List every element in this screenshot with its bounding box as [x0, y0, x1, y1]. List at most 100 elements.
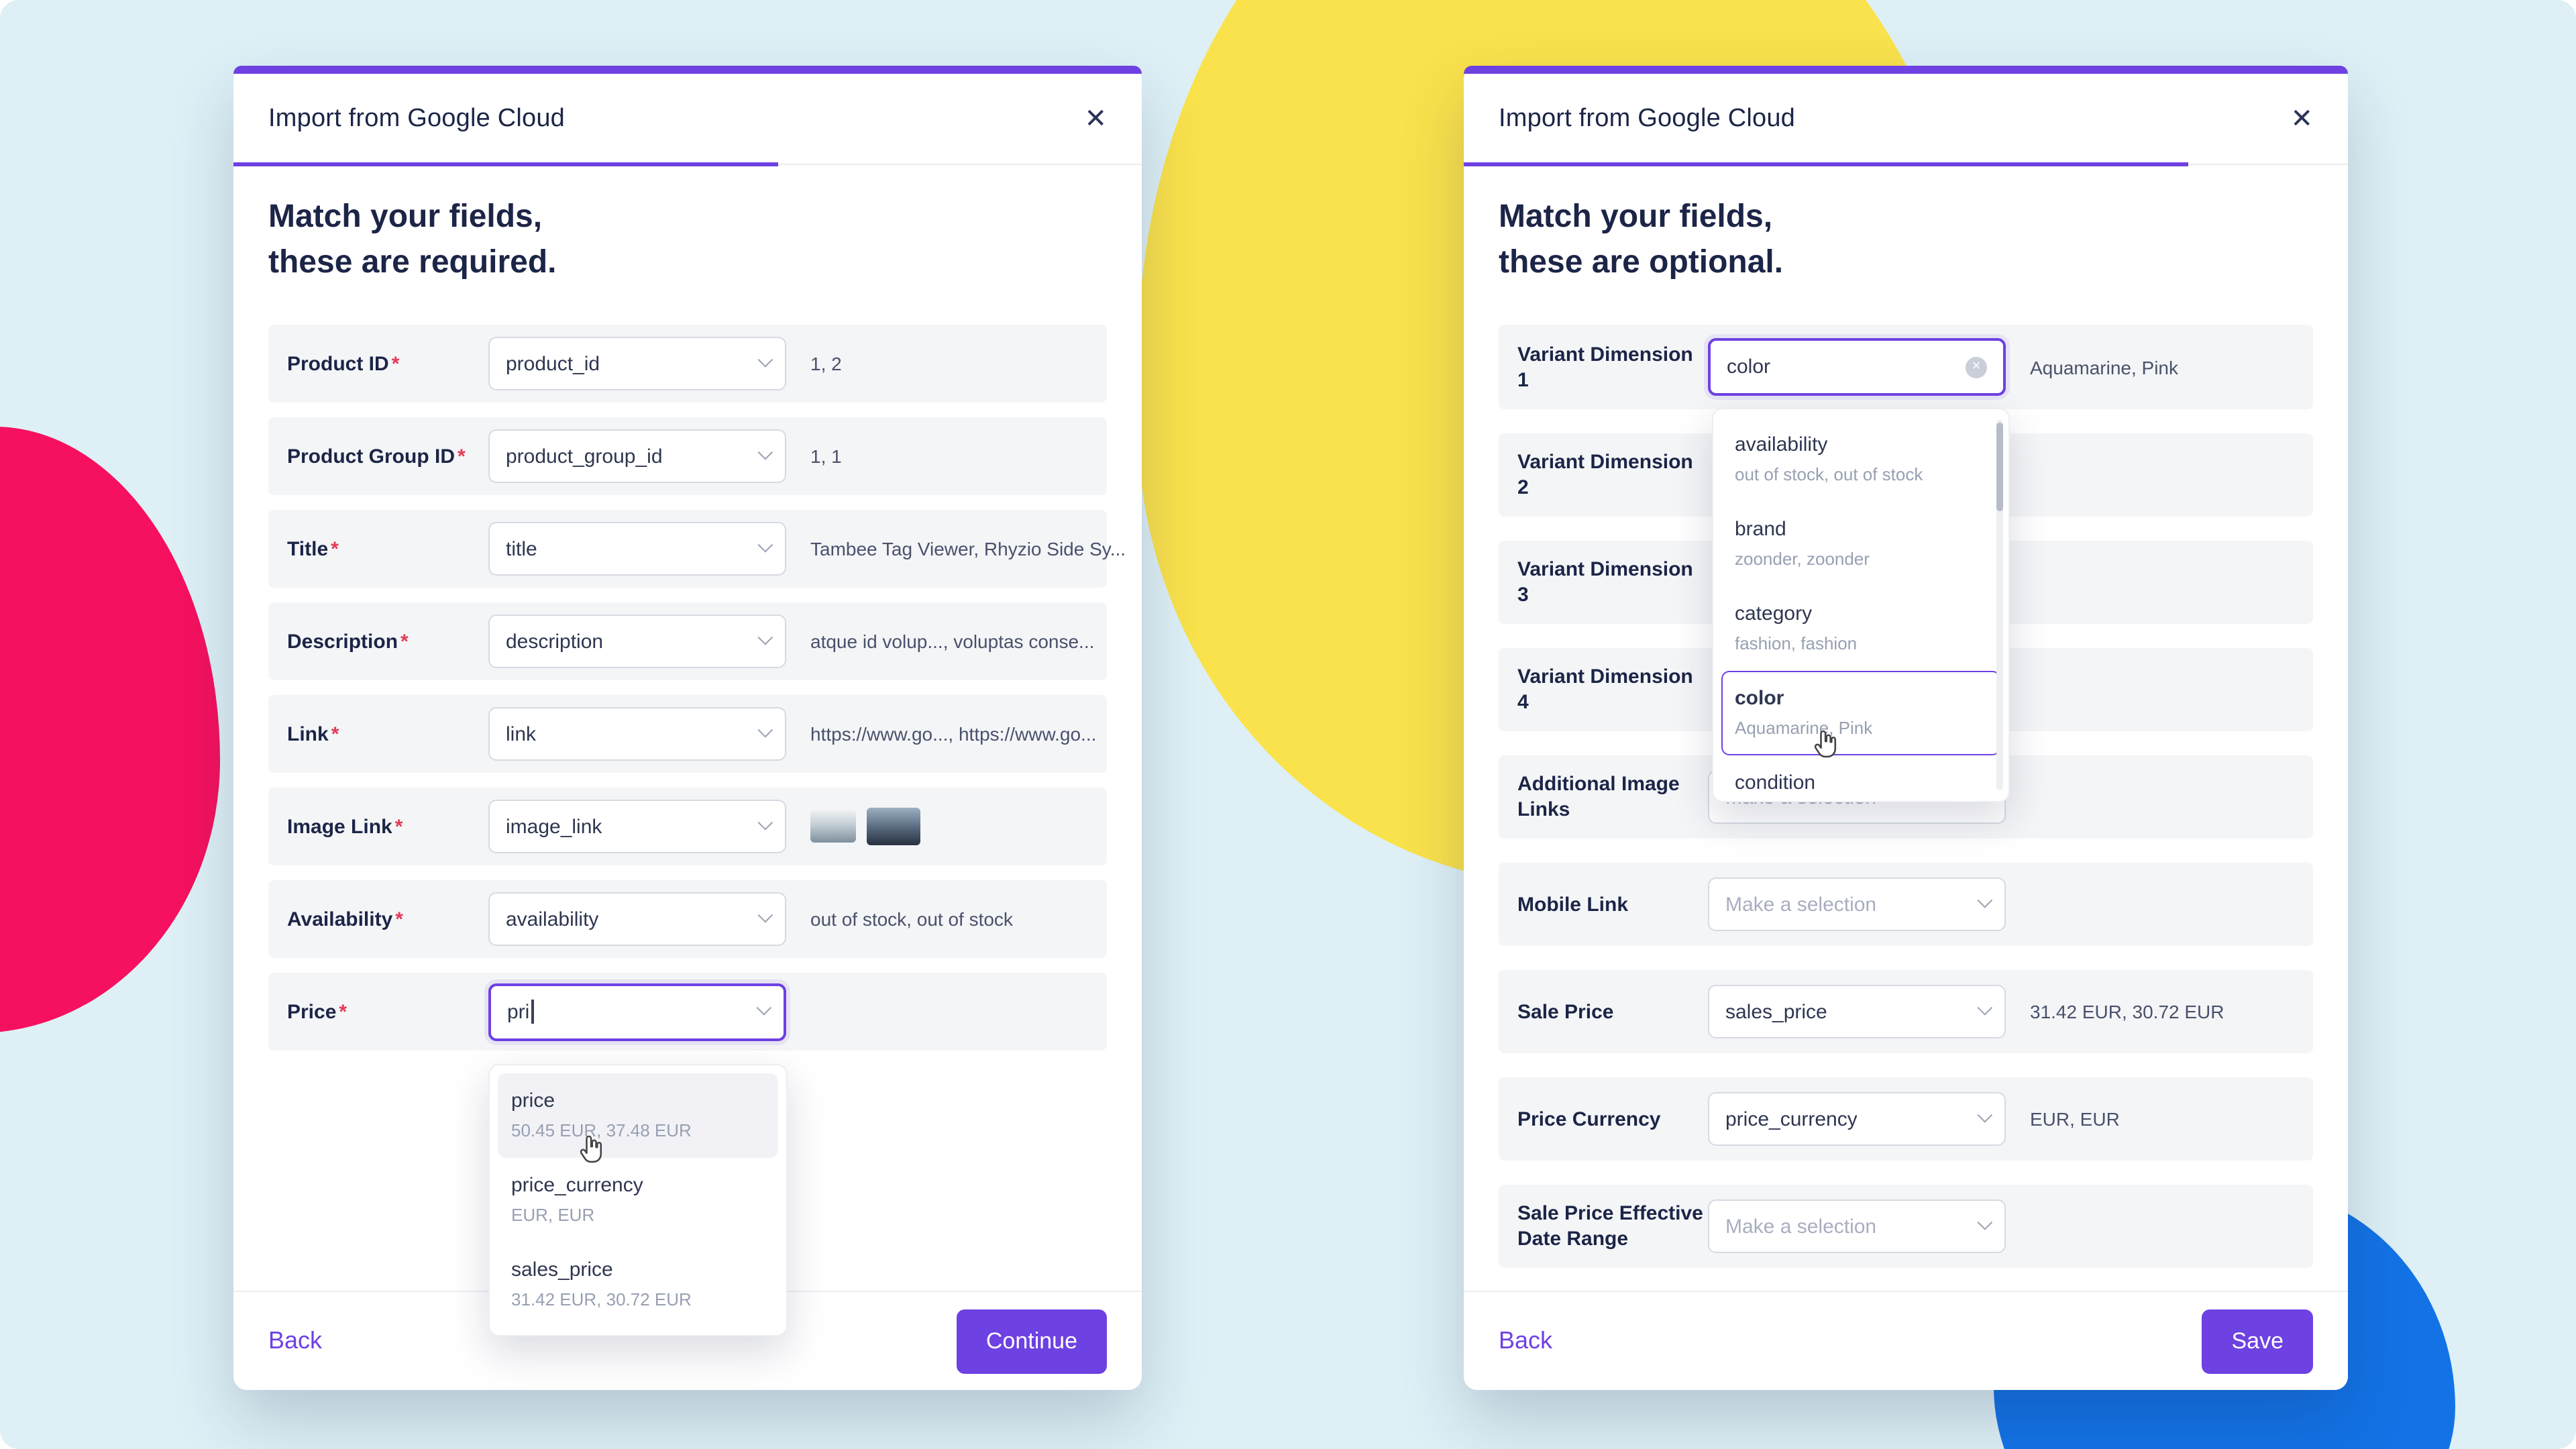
field-row-image-link: Image Link * image_link	[268, 788, 1107, 866]
modal-title: Import from Google Cloud	[268, 104, 565, 132]
title-select[interactable]: title	[488, 522, 786, 576]
field-label: Sale Price Effective Date Range	[1517, 1201, 1708, 1252]
option-sample: 31.42 EUR, 30.72 EUR	[511, 1289, 692, 1309]
sample-values: 1, 1	[810, 445, 842, 468]
product-id-select[interactable]: product_id	[488, 337, 786, 391]
field-row-sale-price: Sale Price sales_price 31.42 EUR, 30.72 …	[1499, 970, 2313, 1054]
scrollbar-thumb[interactable]	[1996, 423, 2003, 511]
modal-accent-bar	[233, 66, 1142, 74]
dropdown-option-category[interactable]: category fashion, fashion	[1713, 586, 2008, 671]
field-label: Availability *	[287, 906, 488, 932]
description-select[interactable]: description	[488, 614, 786, 669]
option-name: price_currency	[511, 1174, 643, 1197]
required-asterisk: *	[331, 537, 339, 561]
label-text: Image Link	[287, 815, 392, 839]
chevron-down-icon	[757, 815, 773, 831]
field-label: Product ID *	[287, 351, 488, 376]
sale-price-select[interactable]: sales_price	[1708, 985, 2006, 1039]
option-sample: out of stock, out of stock	[1735, 464, 1923, 484]
select-value: link	[506, 722, 537, 746]
modal-body: Match your fields, these are optional. V…	[1464, 195, 2348, 1269]
clear-icon[interactable]: ×	[1966, 356, 1987, 378]
label-text: Title	[287, 537, 329, 561]
hand-cursor-icon	[1814, 730, 1837, 758]
chevron-down-icon	[1977, 1215, 1993, 1231]
close-icon[interactable]: ✕	[2290, 104, 2313, 133]
sample-values: Tambee Tag Viewer, Rhyzio Side Sy...	[810, 538, 1126, 560]
field-label: Product Group ID *	[287, 443, 488, 469]
continue-button[interactable]: Continue	[956, 1309, 1107, 1373]
option-name: category	[1735, 602, 1813, 625]
label-text: Description	[287, 630, 398, 653]
chevron-down-icon	[757, 352, 773, 368]
close-icon[interactable]: ✕	[1084, 104, 1107, 133]
dropdown-option-availability[interactable]: availability out of stock, out of stock	[1713, 417, 2008, 502]
option-sample: zoonder, zoonder	[1735, 549, 1870, 569]
option-sample: EUR, EUR	[511, 1205, 595, 1225]
required-asterisk: *	[339, 1000, 347, 1024]
product-group-id-select[interactable]: product_group_id	[488, 429, 786, 484]
select-value: description	[506, 630, 604, 653]
availability-select[interactable]: availability	[488, 892, 786, 947]
field-label: Link *	[287, 721, 488, 747]
sample-values: 31.42 EUR, 30.72 EUR	[2030, 1001, 2224, 1023]
field-label: Mobile Link	[1517, 892, 1708, 917]
heading-line-1: Match your fields,	[1499, 199, 1773, 235]
dropdown-option-price[interactable]: price 50.45 EUR, 37.48 EUR	[498, 1073, 778, 1158]
field-row-description: Description * description atque id volup.…	[268, 602, 1107, 681]
save-button[interactable]: Save	[2202, 1309, 2313, 1373]
dropdown-option-price-currency[interactable]: price_currency EUR, EUR	[490, 1158, 786, 1242]
sample-values: out of stock, out of stock	[810, 908, 1013, 930]
select-value: product_group_id	[506, 445, 663, 468]
option-name: availability	[1735, 433, 1828, 456]
heading-line-2: these are required.	[268, 244, 557, 280]
option-name: price	[511, 1089, 555, 1112]
link-select[interactable]: link	[488, 707, 786, 761]
dropdown-scrollbar[interactable]	[1996, 420, 2003, 790]
input-value: color	[1727, 356, 1771, 379]
sample-values: atque id volup..., voluptas conse...	[810, 631, 1095, 653]
chevron-down-icon	[757, 908, 773, 924]
field-row-title: Title * title Tambee Tag Viewer, Rhyzio S…	[268, 510, 1126, 588]
image-thumbnail	[867, 808, 920, 846]
back-button[interactable]: Back	[1499, 1327, 1553, 1354]
select-value: availability	[506, 908, 599, 931]
variant-dimension-1-input[interactable]: color ×	[1708, 338, 2006, 396]
modal-accent-bar	[1464, 66, 2348, 74]
tab-indicator	[1464, 162, 2188, 166]
modal-footer: Back Save	[1464, 1291, 2348, 1390]
label-text: Sale Price	[1517, 1000, 1614, 1024]
option-name: brand	[1735, 518, 1786, 541]
tab-indicator	[233, 162, 778, 166]
label-text: Price	[287, 1000, 337, 1024]
field-label: Variant Dimension 3	[1517, 557, 1708, 608]
heading-line-1: Match your fields,	[268, 199, 543, 235]
field-label: Image Link *	[287, 814, 488, 839]
required-asterisk: *	[395, 908, 403, 931]
label-text: Link	[287, 722, 329, 746]
dropdown-option-color[interactable]: color Aquamarine, Pink	[1721, 671, 2000, 755]
field-label: Title *	[287, 536, 488, 561]
label-text: Availability	[287, 908, 393, 931]
label-text: Variant Dimension 2	[1517, 451, 1693, 500]
price-currency-select[interactable]: price_currency	[1708, 1092, 2006, 1146]
field-row-variant-dimension-1: Variant Dimension 1 color × Aquamarine, P…	[1499, 325, 2313, 410]
sample-values: Aquamarine, Pink	[2030, 356, 2179, 378]
mobile-link-select[interactable]: Make a selection	[1708, 877, 2006, 932]
required-asterisk: *	[400, 630, 409, 653]
dropdown-option-brand[interactable]: brand zoonder, zoonder	[1713, 502, 2008, 586]
dropdown-option-condition[interactable]: condition	[1713, 755, 2008, 801]
field-row-price-currency: Price Currency price_currency EUR, EUR	[1499, 1077, 2313, 1161]
variant-dimension-dropdown: availability out of stock, out of stock …	[1712, 408, 2010, 802]
label-text: Variant Dimension 1	[1517, 343, 1693, 392]
image-link-select[interactable]: image_link	[488, 800, 786, 854]
image-thumbnails	[810, 808, 920, 846]
back-button[interactable]: Back	[268, 1327, 323, 1354]
price-suggestions-dropdown: price 50.45 EUR, 37.48 EUR price_currenc…	[488, 1064, 788, 1336]
field-row-mobile-link: Mobile Link Make a selection	[1499, 863, 2313, 947]
price-input[interactable]: pri	[488, 983, 786, 1041]
modal-header: Import from Google Cloud ✕	[1464, 74, 2348, 166]
dropdown-option-sales-price[interactable]: sales_price 31.42 EUR, 30.72 EUR	[490, 1242, 786, 1327]
select-value: price_currency	[1725, 1108, 1858, 1131]
sale-price-effective-date-range-select[interactable]: Make a selection	[1708, 1199, 2006, 1254]
